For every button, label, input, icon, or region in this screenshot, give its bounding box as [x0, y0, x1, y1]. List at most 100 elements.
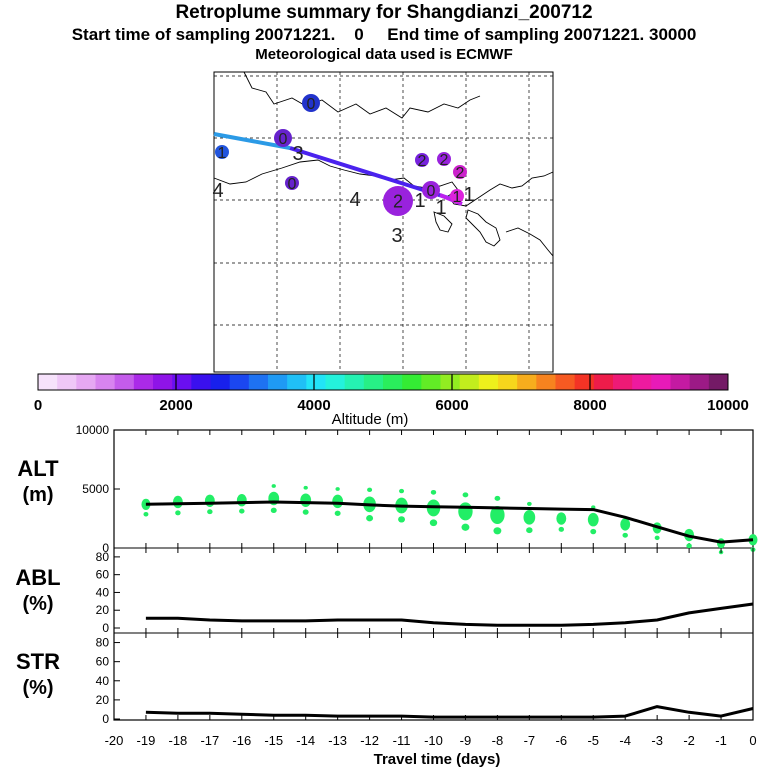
alt-bubble-2 — [204, 494, 215, 507]
colorbar-cell-27 — [555, 374, 576, 390]
x-tick-label-12: -8 — [492, 733, 504, 748]
str-panel-unit: (%) — [22, 677, 53, 699]
alt-bubble-low-14 — [590, 528, 597, 535]
alt-bubble-high-4 — [271, 484, 276, 488]
colorbar-tick-label-5: 10000 — [707, 397, 749, 414]
colorbar-cell-13 — [287, 374, 307, 390]
abl-ytick-label-4: 80 — [96, 550, 110, 564]
x-tick-label-7: -13 — [328, 733, 347, 748]
str-ytick-label-0: 0 — [102, 712, 109, 726]
map-cluster-16: 1 — [463, 184, 474, 206]
map-cluster-label: 2 — [440, 152, 449, 169]
map-cluster-label: 2 — [456, 165, 465, 182]
colorbar-cell-17 — [363, 374, 384, 390]
map-cluster-label: 1 — [414, 190, 425, 212]
abl-ytick-label-2: 40 — [96, 585, 110, 599]
alt-panel: 0 5000 10000 — [76, 423, 758, 555]
map-cluster-label: 0 — [307, 96, 316, 113]
str-panel-label: STR — [16, 649, 60, 674]
abl-panel: 0 20 40 60 80 — [96, 548, 754, 635]
map-cluster-label: 3 — [292, 143, 303, 165]
alt-bubble-low-4 — [270, 507, 277, 514]
x-tick-label-8: -12 — [360, 733, 379, 748]
abl-ytick-label-1: 20 — [96, 603, 110, 617]
colorbar-tick-label-1: 2000 — [159, 397, 192, 414]
map-frame — [213, 71, 554, 373]
x-tick-label-5: -15 — [264, 733, 283, 748]
alt-bubble-high-6 — [335, 487, 340, 491]
map-cluster-marker — [302, 94, 320, 112]
x-tick-label-6: -14 — [296, 733, 315, 748]
str-ytick-label-1: 20 — [96, 693, 110, 707]
map-cluster-label: 0 — [279, 131, 288, 148]
map-cluster-13: 1 — [414, 190, 425, 212]
x-tick-label-20: 0 — [749, 733, 756, 748]
map-cluster-2: 3 — [292, 143, 303, 165]
map-cluster-12: 0 — [422, 181, 440, 200]
x-tick-label-14: -6 — [556, 733, 568, 748]
map-cluster-label: 4 — [212, 180, 223, 202]
map-cluster-marker — [422, 181, 440, 199]
colorbar-cell-0 — [38, 374, 58, 390]
map-cluster-label: 2 — [418, 153, 427, 170]
alt-ytick-label-2: 10000 — [76, 423, 110, 437]
alt-bubble-low-2 — [207, 509, 213, 515]
sampling-time-line: Start time of sampling 20071221. 0 End t… — [71, 25, 697, 44]
abl-ytick-label-3: 60 — [96, 568, 110, 582]
str-ytick-label-4: 80 — [96, 636, 110, 650]
x-tick-label-18: -2 — [683, 733, 695, 748]
colorbar-cell-32 — [651, 374, 671, 390]
alt-bubble-15 — [620, 518, 631, 531]
x-axis-label: Travel time (days) — [374, 751, 501, 768]
colorbar-cell-9 — [210, 374, 231, 390]
colorbar-cell-29 — [593, 374, 614, 390]
alt-bubble-low-8 — [398, 516, 406, 523]
colorbar-cell-20 — [421, 374, 441, 390]
map-cluster-9: 2 — [415, 153, 429, 170]
alt-bubble-low-13 — [558, 526, 565, 532]
x-tick-label-17: -3 — [651, 733, 663, 748]
map-cluster-11: 2 — [453, 165, 467, 182]
x-tick-label-4: -16 — [232, 733, 251, 748]
map-cluster-marker — [437, 152, 451, 166]
colorbar-cell-33 — [670, 374, 691, 390]
colorbar-cell-18 — [383, 374, 403, 390]
alt-bubble-low-16 — [654, 535, 660, 541]
map-cluster-1: 0 — [274, 129, 292, 148]
x-tick-label-2: -18 — [169, 733, 188, 748]
x-tick-label-15: -5 — [587, 733, 599, 748]
alt-bubble-low-6 — [334, 510, 341, 516]
alt-bubble-3 — [236, 494, 247, 507]
alt-bubble-low-10 — [461, 523, 470, 531]
abl-panel-unit: (%) — [22, 593, 53, 615]
colorbar-tick-label-3: 6000 — [435, 397, 468, 414]
alt-ytick-label-1: 5000 — [82, 482, 109, 496]
x-tick-label-9: -11 — [393, 733, 411, 748]
alt-bubble-high-8 — [399, 488, 405, 494]
map-cluster-label: 1 — [463, 184, 474, 206]
alt-bubble-low-12 — [526, 527, 533, 534]
alt-bubble-low-7 — [366, 515, 374, 522]
map-cluster-label: 1 — [453, 189, 462, 206]
colorbar-cell-10 — [229, 374, 250, 390]
alt-bubble-13 — [556, 512, 567, 525]
map-cluster-5: 0 — [285, 176, 299, 193]
alt-bubble-6 — [332, 494, 344, 509]
abl-panel-label: ABL — [15, 565, 60, 590]
x-tick-label-3: -17 — [200, 733, 219, 748]
alt-bubble-10 — [458, 502, 473, 521]
abl-series-line — [145, 602, 754, 627]
alt-bubble-low-17 — [686, 543, 692, 549]
alt-bubble-high-10 — [462, 492, 469, 498]
colorbar-cell-35 — [708, 374, 729, 390]
x-tick-label-11: -9 — [460, 733, 472, 748]
map-cluster-marker — [285, 176, 299, 190]
map-cluster-label: 1 — [218, 145, 227, 162]
colorbar-tick-label-4: 8000 — [573, 397, 606, 414]
plume-centroid-segment-1 — [213, 132, 291, 150]
x-tick-label-16: -4 — [619, 733, 631, 748]
x-tick-label-1: -19 — [137, 733, 156, 748]
map-cluster-3: 1 — [215, 145, 229, 162]
colorbar-cell-34 — [689, 374, 710, 390]
